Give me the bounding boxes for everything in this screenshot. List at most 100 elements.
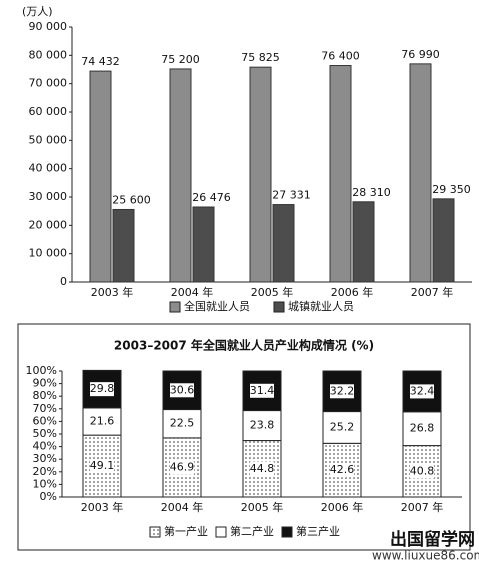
x-tick-label: 2006 年 xyxy=(331,285,374,299)
chart-frame xyxy=(17,323,471,551)
bar xyxy=(112,208,135,283)
y-tick-label: 60 000 xyxy=(29,105,68,118)
value-label: 49.1 xyxy=(90,459,115,472)
bar xyxy=(249,66,272,283)
value-label: 46.9 xyxy=(170,460,195,473)
value-label: 27 331 xyxy=(272,189,311,202)
watermark-url: www.liuxue86.com xyxy=(372,549,479,563)
legend-swatch xyxy=(273,301,285,313)
legend-label: 全国就业人员 xyxy=(184,299,250,313)
value-label: 74 432 xyxy=(81,55,120,68)
value-label: 23.8 xyxy=(250,419,275,432)
y-tick-label: 90 000 xyxy=(29,20,68,33)
legend-label: 第一产业 xyxy=(164,524,208,538)
y-tick-label: 10 000 xyxy=(29,247,68,260)
legend-label: 第二产业 xyxy=(230,524,274,538)
legend-swatch xyxy=(169,301,181,313)
x-tick-label: 2004 年 xyxy=(171,285,214,299)
value-label: 76 990 xyxy=(401,48,440,61)
label-box xyxy=(170,383,194,398)
value-label: 22.5 xyxy=(170,417,195,430)
label-box xyxy=(250,383,274,398)
y-tick-label: 10% xyxy=(33,477,57,490)
y-tick-label: 0 xyxy=(60,275,67,288)
bar xyxy=(432,198,455,283)
legend-label: 城镇就业人员 xyxy=(288,299,354,313)
bar xyxy=(352,201,375,283)
value-label: 26 476 xyxy=(192,191,231,204)
y-axis-label: (万人) xyxy=(22,5,53,18)
y-tick-label: 60% xyxy=(33,414,57,427)
bar xyxy=(329,65,352,283)
y-tick-label: 50 000 xyxy=(29,133,68,146)
y-tick-label: 30 000 xyxy=(29,190,68,203)
label-box xyxy=(90,382,114,397)
value-label: 25 600 xyxy=(112,193,151,206)
label-box xyxy=(250,461,274,476)
value-label: 75 825 xyxy=(241,51,280,64)
watermark-site: 出国留学网 xyxy=(390,529,475,550)
x-tick-label: 2003 年 xyxy=(91,285,134,299)
label-box xyxy=(170,460,194,475)
value-label: 40.8 xyxy=(410,464,435,477)
y-tick-label: 90% xyxy=(33,377,57,390)
label-box xyxy=(90,459,114,474)
y-tick-label: 100% xyxy=(26,364,57,377)
value-label: 75 200 xyxy=(161,53,200,66)
value-label: 30.6 xyxy=(170,383,195,396)
legend-swatch xyxy=(281,526,293,538)
y-tick-label: 70 000 xyxy=(29,77,68,90)
y-tick-label: 40% xyxy=(33,440,57,453)
y-tick-label: 0% xyxy=(40,490,57,503)
value-label: 29.8 xyxy=(90,382,115,395)
legend-swatch xyxy=(149,526,161,538)
x-tick-label: 2003 年 xyxy=(81,500,124,514)
x-tick-label: 2004 年 xyxy=(161,500,204,514)
value-label: 44.8 xyxy=(250,462,275,475)
label-box xyxy=(330,384,354,399)
y-tick-label: 20% xyxy=(33,465,57,478)
bar xyxy=(272,204,295,283)
x-tick-label: 2007 年 xyxy=(411,285,454,299)
bar-segment xyxy=(322,411,362,444)
x-tick-label: 2006 年 xyxy=(321,500,364,514)
label-box xyxy=(410,384,434,399)
label-box xyxy=(90,414,114,429)
y-tick-label: 50% xyxy=(33,427,57,440)
bar-segment xyxy=(322,370,362,413)
value-label: 29 350 xyxy=(432,183,471,196)
value-label: 42.6 xyxy=(330,463,355,476)
value-label: 28 310 xyxy=(352,186,391,199)
value-label: 31.4 xyxy=(250,384,275,397)
y-tick-label: 80% xyxy=(33,389,57,402)
label-box xyxy=(250,418,274,433)
value-label: 76 400 xyxy=(321,50,360,63)
value-label: 32.4 xyxy=(410,384,435,397)
bar-segment xyxy=(162,370,202,411)
bar xyxy=(409,63,432,283)
bar-segment xyxy=(242,370,282,412)
y-tick-label: 70% xyxy=(33,402,57,415)
value-label: 26.8 xyxy=(410,422,435,435)
label-box xyxy=(410,421,434,436)
legend-swatch xyxy=(215,526,227,538)
x-tick-label: 2005 年 xyxy=(241,500,284,514)
label-box xyxy=(410,464,434,479)
bar xyxy=(169,68,192,283)
chart-title: 2003–2007 年全国就业人员产业构成情况 (%) xyxy=(114,338,374,353)
y-tick-label: 40 000 xyxy=(29,162,68,175)
label-box xyxy=(170,416,194,431)
y-tick-label: 80 000 xyxy=(29,48,68,61)
x-tick-label: 2007 年 xyxy=(401,500,444,514)
value-label: 21.6 xyxy=(90,415,115,428)
bar xyxy=(89,70,112,283)
label-box xyxy=(330,420,354,435)
x-tick-label: 2005 年 xyxy=(251,285,294,299)
value-label: 32.2 xyxy=(330,384,355,397)
y-tick-label: 30% xyxy=(33,452,57,465)
value-label: 25.2 xyxy=(330,420,355,433)
label-box xyxy=(330,463,354,478)
legend-label: 第三产业 xyxy=(296,524,340,538)
